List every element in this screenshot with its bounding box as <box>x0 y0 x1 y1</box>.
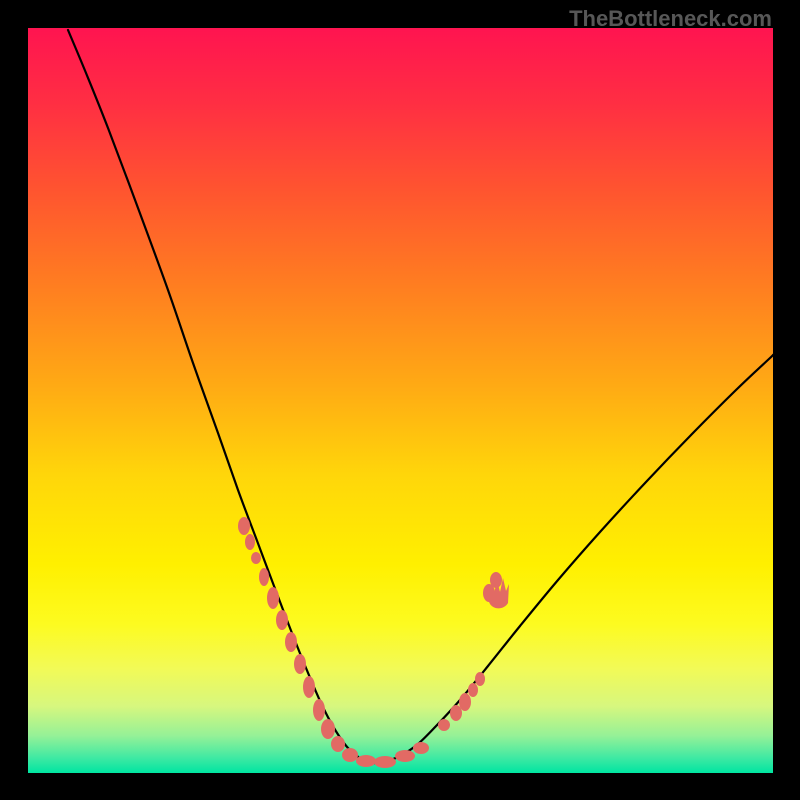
cluster-dot <box>245 534 255 550</box>
cluster-dot <box>303 676 315 698</box>
cluster-dot <box>459 693 471 711</box>
cluster-dot <box>259 568 269 586</box>
plot-background <box>28 28 773 773</box>
cluster-dot <box>413 742 429 754</box>
cluster-dot <box>468 683 478 697</box>
cluster-dot <box>475 672 485 686</box>
bottleneck-chart <box>0 0 800 800</box>
cluster-dot <box>251 552 261 564</box>
cluster-dot <box>294 654 306 674</box>
cluster-dot <box>331 736 345 752</box>
cluster-dot <box>438 719 450 731</box>
cluster-dot <box>356 755 376 767</box>
cluster-dot <box>238 517 250 535</box>
cluster-dot <box>342 748 358 762</box>
cluster-dot <box>276 610 288 630</box>
cluster-dot <box>374 756 396 768</box>
cluster-dot <box>313 699 325 721</box>
cluster-dot <box>267 587 279 609</box>
cluster-dot <box>395 750 415 762</box>
cluster-dot <box>285 632 297 652</box>
watermark-text: TheBottleneck.com <box>569 6 772 32</box>
cluster-dot <box>321 719 335 739</box>
